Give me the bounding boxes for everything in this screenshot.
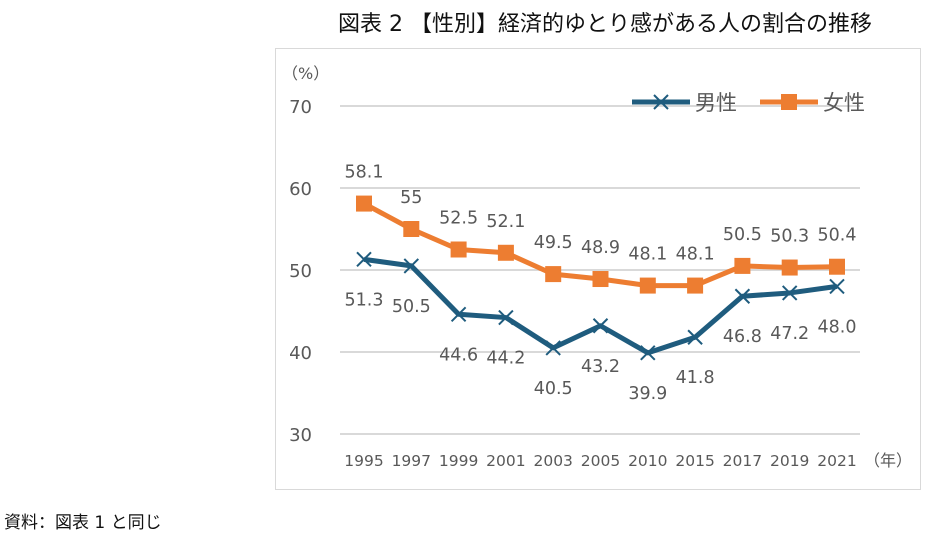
marker-x [781, 285, 798, 301]
marker-square [639, 277, 656, 294]
x-axis-unit: （年） [864, 451, 912, 470]
marker-x [653, 94, 669, 110]
data-label: 48.1 [676, 245, 715, 265]
data-label: 49.5 [534, 233, 573, 253]
marker-square [829, 258, 845, 275]
data-label: 51.3 [345, 290, 384, 310]
legend-label: 男性 [695, 91, 737, 115]
marker-x [734, 288, 751, 304]
data-label: 52.1 [486, 212, 525, 232]
data-label: 48.1 [628, 245, 667, 265]
y-tick-label: 30 [289, 425, 312, 446]
x-tick-label: 1995 [344, 452, 383, 470]
marker-square [403, 221, 420, 237]
marker-x [403, 258, 420, 274]
marker-square [545, 266, 562, 283]
data-label: 40.5 [534, 379, 573, 399]
x-tick-label: 2010 [628, 452, 667, 470]
data-label: 48.0 [818, 317, 857, 337]
x-tick-label: 1997 [392, 452, 431, 470]
data-label: 58.1 [345, 163, 384, 183]
data-label: 55 [400, 188, 422, 208]
marker-square [734, 257, 751, 274]
marker-square [450, 241, 467, 258]
x-tick-label: 2019 [770, 452, 809, 470]
marker-x [592, 318, 609, 334]
marker-square [497, 244, 514, 261]
x-tick-label: 2001 [486, 452, 525, 470]
series-male: 51.3 50.5 44.6 44.2 40.5 43.2 39.9 41.8 46.8 47.2… [345, 251, 857, 404]
marker-square [592, 271, 609, 288]
marker-square [356, 195, 372, 212]
y-axis-unit: （%） [282, 64, 329, 83]
series-female: 58.1 55 52.5 52.1 49.5 48.9 48.1 48.1 50.5 50.3 50… [345, 163, 857, 294]
data-label: 50.4 [818, 226, 857, 246]
y-tick-label: 50 [289, 261, 312, 282]
data-label: 50.5 [392, 297, 431, 317]
y-tick-label: 60 [289, 179, 312, 200]
x-tick-label: 2003 [533, 452, 572, 470]
x-tick-label: 2017 [723, 452, 762, 470]
chart-title: 図表 2 【性別】経済的ゆとり感がある人の割合の推移 [338, 12, 872, 37]
marker-x [687, 329, 703, 345]
x-tick-label: 1999 [439, 452, 478, 470]
marker-x [545, 340, 561, 356]
marker-x [829, 278, 845, 295]
data-label: 48.9 [581, 238, 620, 258]
marker-x [640, 345, 656, 361]
data-label: 47.2 [770, 324, 809, 344]
x-tick-label: 2005 [581, 452, 620, 470]
data-label: 46.8 [723, 327, 762, 347]
marker-square [781, 94, 797, 110]
data-label: 43.2 [581, 357, 620, 377]
legend-label: 女性 [823, 91, 865, 115]
source-note: 資料：図表 1 と同じ [4, 513, 162, 533]
y-tick-label: 40 [289, 343, 312, 364]
data-label: 50.5 [723, 225, 762, 245]
marker-square [687, 277, 704, 294]
data-label: 44.6 [439, 345, 478, 365]
data-label: 41.8 [676, 368, 715, 388]
data-label: 50.3 [770, 227, 809, 247]
marker-x [356, 251, 372, 268]
marker-x [450, 306, 467, 322]
x-tick-label: 2015 [675, 452, 714, 470]
data-label: 39.9 [628, 384, 667, 404]
y-tick-label: 70 [289, 97, 312, 118]
marker-x [498, 309, 514, 326]
x-tick-label: 2021 [817, 452, 856, 470]
data-label: 52.5 [439, 209, 478, 229]
marker-square [781, 259, 798, 276]
data-label: 44.2 [486, 349, 525, 369]
